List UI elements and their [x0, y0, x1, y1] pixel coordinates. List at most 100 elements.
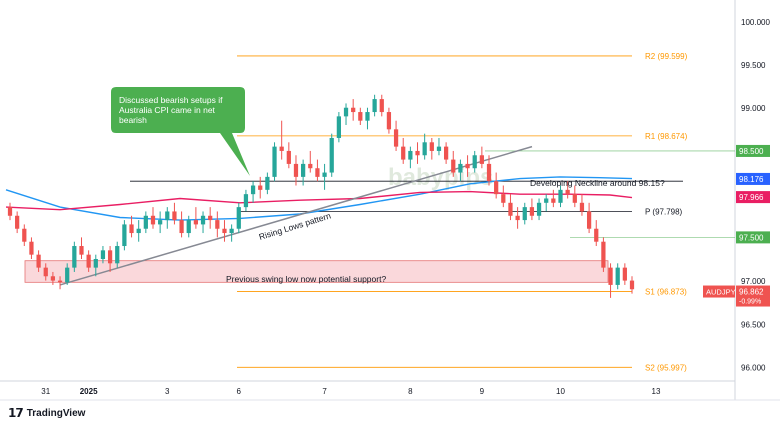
candle-body — [136, 228, 141, 234]
candle-body — [572, 194, 577, 203]
candle-body — [7, 207, 13, 216]
price-tag-label: 98.500 — [739, 147, 764, 156]
candle-body — [36, 254, 41, 268]
candle-body — [508, 202, 513, 216]
candle-body — [100, 250, 106, 259]
candle-body — [336, 116, 341, 138]
price-tag-label: 97.500 — [739, 233, 764, 242]
candlesticks — [7, 94, 635, 298]
y-tick-label: 100.000 — [741, 18, 770, 27]
candle-body — [293, 163, 299, 177]
candle-body — [150, 215, 156, 225]
candle-body — [408, 150, 413, 160]
candle-body — [301, 163, 306, 177]
candle-body — [393, 129, 399, 147]
callout-text: bearish — [119, 115, 147, 125]
candle-body — [329, 137, 334, 173]
candle-body — [486, 163, 492, 182]
candle-body — [501, 194, 506, 203]
candle-body — [494, 181, 499, 195]
candle-body — [586, 211, 592, 229]
moving-averages — [5, 176, 633, 221]
candle-body — [250, 185, 256, 195]
candle-body — [15, 215, 20, 229]
candle-body — [372, 99, 377, 113]
candle-body — [115, 246, 120, 264]
symbol-tag-label: AUDJPY — [706, 288, 736, 297]
tradingview-label: TradingView — [26, 407, 86, 419]
candle-body — [522, 207, 527, 221]
candle-body — [615, 267, 620, 285]
candle-body — [222, 228, 227, 234]
candle-body — [79, 246, 84, 255]
candle-body — [343, 107, 349, 117]
change-label: -0.99% — [739, 299, 761, 306]
candle-body — [551, 198, 556, 203]
y-tick-label: 97.000 — [741, 277, 766, 286]
callout-text: Discussed bearish setups if — [119, 95, 223, 105]
candle-body — [379, 99, 384, 113]
x-tick-label: 9 — [480, 387, 485, 396]
x-tick-label: 13 — [652, 387, 661, 396]
pivot-label: R2 (99.599) — [645, 52, 688, 61]
candle-body — [200, 215, 206, 225]
time-axis: 31 2025 3 6 7 8 9 10 13 — [41, 387, 661, 396]
candle-body — [351, 107, 356, 113]
price-tag — [736, 172, 770, 185]
candle-body — [429, 142, 434, 151]
candle-body — [472, 155, 477, 169]
candle-body — [65, 267, 70, 283]
x-tick-label: 7 — [322, 387, 327, 396]
candle-body — [243, 194, 249, 208]
candle-body — [72, 246, 77, 268]
candle-body — [315, 168, 320, 177]
candle-body — [465, 163, 470, 169]
candle-body — [179, 220, 184, 234]
candle-body — [358, 112, 363, 121]
candle-body — [265, 176, 270, 190]
candle-body — [308, 163, 313, 169]
x-tick-label: 31 — [41, 387, 50, 396]
candle-body — [172, 211, 177, 221]
candle-body — [579, 202, 585, 212]
candle-body — [608, 267, 613, 285]
candle-body — [436, 146, 442, 151]
x-tick-label: 6 — [237, 387, 242, 396]
candle-body — [401, 146, 406, 160]
candle-body — [565, 189, 570, 195]
candle-body — [29, 241, 34, 255]
pivot-label: S1 (96.873) — [645, 288, 687, 297]
neckline-label: Developing Neckline around 98.15? — [530, 178, 665, 188]
candle-body — [536, 202, 542, 216]
support-zone — [24, 260, 609, 283]
moving-average-pink — [5, 190, 633, 211]
candle-body — [415, 150, 420, 156]
candle-body — [50, 276, 56, 281]
candle-body — [386, 112, 392, 130]
candle-body — [622, 267, 627, 281]
candle-body — [86, 254, 91, 268]
x-tick-label: 10 — [556, 387, 565, 396]
candle-body — [229, 228, 234, 234]
watermark-text: babypips — [388, 164, 493, 191]
last-price-label: 96.862 — [739, 288, 764, 297]
x-tick-label: 8 — [408, 387, 413, 396]
candle-body — [122, 224, 127, 247]
candle-body — [515, 215, 520, 221]
candle-body — [365, 112, 370, 121]
candle-body — [107, 250, 113, 264]
pivot-label: S2 (95.997) — [645, 363, 687, 372]
candle-body — [43, 267, 48, 277]
price-tag-label: 97.966 — [739, 193, 764, 202]
x-tick-label: 3 — [165, 387, 170, 396]
price-tag — [736, 144, 770, 157]
price-tag-label: 98.176 — [739, 175, 764, 184]
candle-body — [629, 280, 635, 290]
candle-body — [422, 142, 427, 156]
pivot-label: R1 (98.674) — [645, 132, 688, 141]
tradingview-branding: 𝟭𝟳 TradingView — [8, 406, 85, 420]
candle-body — [208, 215, 213, 221]
tradingview-logo-icon: 𝟭𝟳 — [8, 406, 24, 420]
